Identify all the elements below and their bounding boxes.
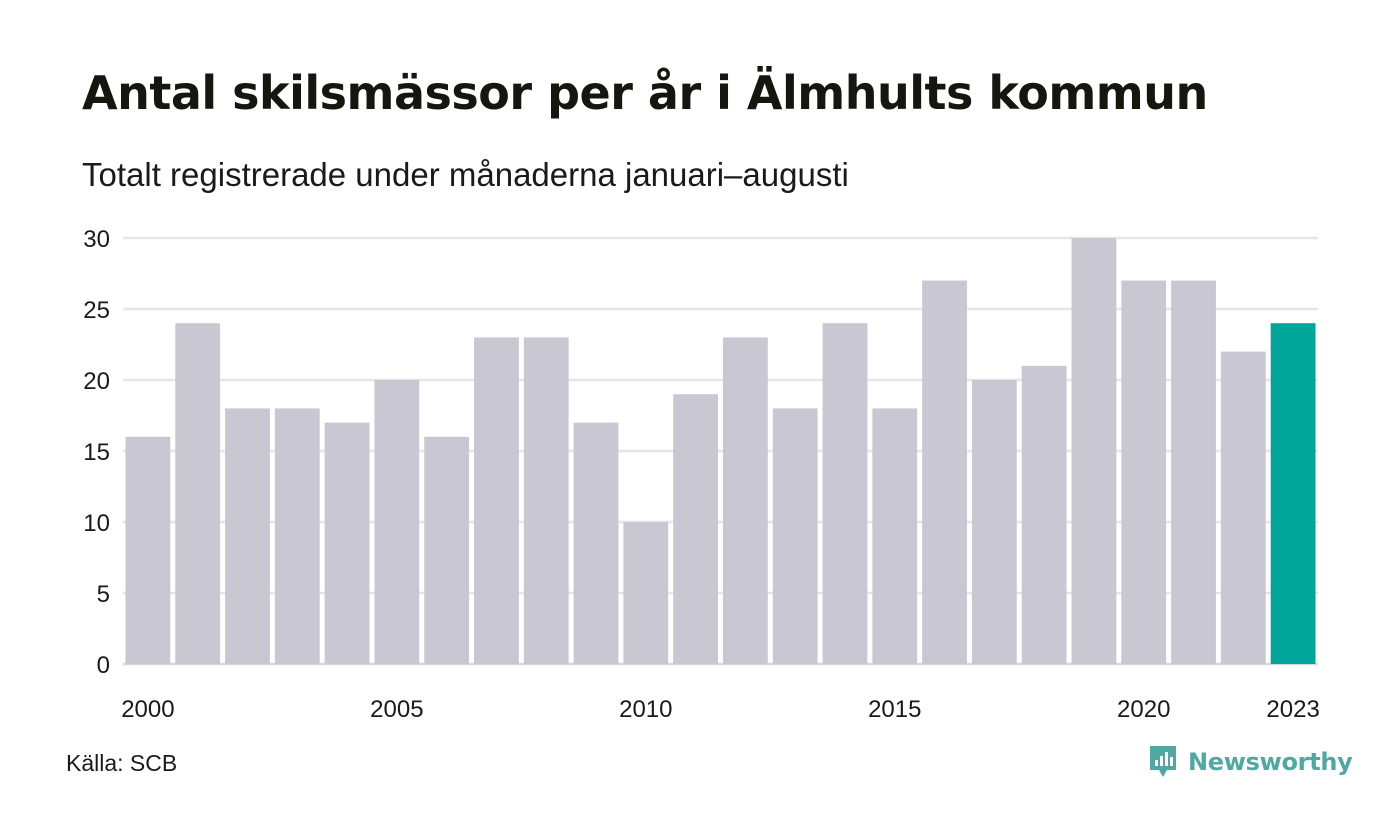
bar-2017 [971,380,1017,664]
bars [125,238,1316,664]
x-tick-label: 2015 [868,696,921,723]
bar-2020 [1121,280,1167,664]
bar-2008 [523,337,569,664]
y-tick-label: 0 [97,652,110,679]
bar-2004 [324,422,370,664]
bar-chart: 0 5 10 15 20 25 30 2000 2005 2010 2015 2020 2023 [83,226,1320,723]
x-tick-label: 2010 [619,696,672,723]
x-axis-ticks: 2000 2005 2010 2015 2020 2023 [121,696,1320,723]
bar-2015 [872,408,918,664]
bar-2005 [374,380,420,664]
bar-2012 [723,337,768,664]
source-note: Källa: SCB [66,750,178,776]
y-tick-label: 15 [83,439,110,466]
bar-2022 [1220,351,1266,664]
bar-2018 [1021,365,1067,664]
bar-2009 [573,422,619,664]
y-tick-label: 25 [83,297,110,324]
x-tick-label: 2020 [1117,696,1170,723]
bar-2011 [673,394,718,664]
bar-2023 [1270,323,1316,664]
chart-title: Antal skilsmässor per år i Älmhults komm… [82,66,1208,120]
bar-2010 [623,522,669,664]
bar-2016 [922,280,967,664]
y-axis-ticks: 0 5 10 15 20 25 30 [83,226,110,679]
y-tick-label: 20 [83,368,110,395]
bar-2002 [225,408,270,664]
y-tick-label: 10 [83,510,110,537]
bar-2021 [1171,280,1216,664]
brand-logo: Newsworthy [1148,744,1353,780]
gridlines [123,236,1318,666]
y-tick-label: 30 [83,226,110,253]
bar-2014 [822,323,868,664]
x-tick-label: 2000 [121,696,174,723]
newsworthy-logo-icon [1150,746,1176,777]
y-tick-label: 5 [97,581,110,608]
bar-2003 [274,408,320,664]
chart-subtitle: Totalt registrerade under månaderna janu… [82,156,849,193]
bar-2006 [424,436,470,664]
brand-name: Newsworthy [1188,748,1353,776]
bar-2013 [772,408,818,664]
x-tick-label: 2005 [370,696,423,723]
bar-2019 [1071,238,1117,664]
bar-2001 [175,323,221,664]
bar-2000 [125,436,171,664]
bar-2007 [474,337,519,664]
x-tick-label: 2023 [1266,696,1319,723]
